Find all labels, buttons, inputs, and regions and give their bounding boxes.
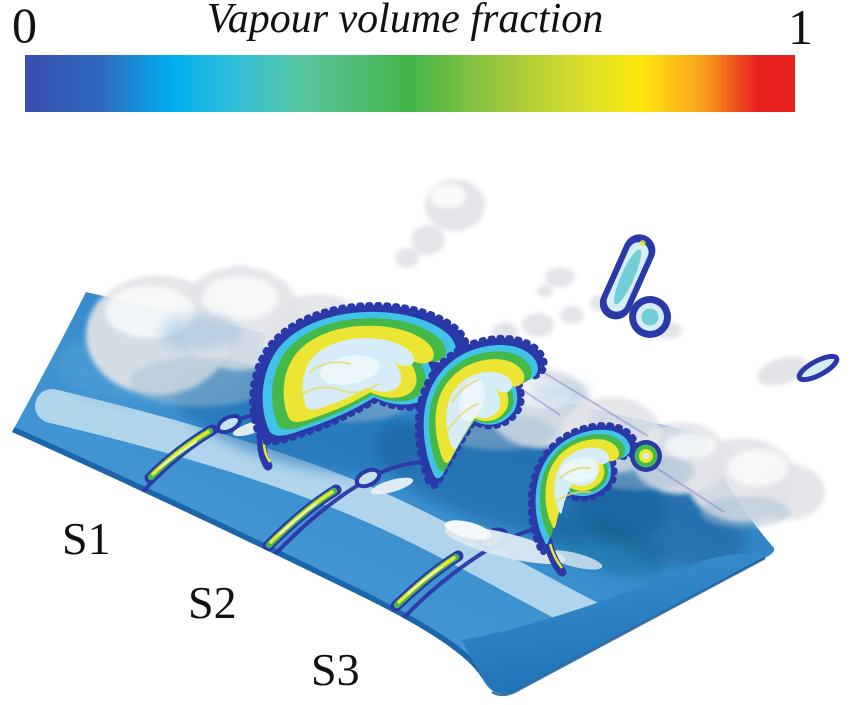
section-label-s1: S1: [62, 513, 111, 564]
section-label-s2: S2: [188, 577, 237, 628]
cavity-sliver-s1: [144, 424, 218, 484]
plume-slice-s3: [531, 425, 662, 577]
sheet-cavity-band: [35, 389, 615, 639]
wing-tip-face: [462, 553, 765, 694]
plume-slice-s2: [418, 338, 545, 486]
colorbar-gradient: [25, 55, 795, 112]
surface-feathers: [232, 419, 603, 570]
wing-tip-bottom-edge: [491, 556, 766, 697]
section-label-s3: S3: [311, 644, 360, 695]
colorbar-max-label: 1: [788, 0, 813, 55]
cavity-sliver-s3: [390, 550, 464, 612]
cavity-sliver-s2: [262, 484, 342, 552]
floating-slice-small: [629, 296, 671, 338]
plume-slice-s1: [252, 305, 467, 471]
plume-s3-satellite: [630, 440, 662, 472]
far-right-vortex: [756, 353, 840, 386]
colorbar-min-label: 0: [12, 0, 37, 53]
floating-slice-large: [599, 234, 656, 320]
colorbar-title: Vapour volume fraction: [206, 0, 604, 42]
